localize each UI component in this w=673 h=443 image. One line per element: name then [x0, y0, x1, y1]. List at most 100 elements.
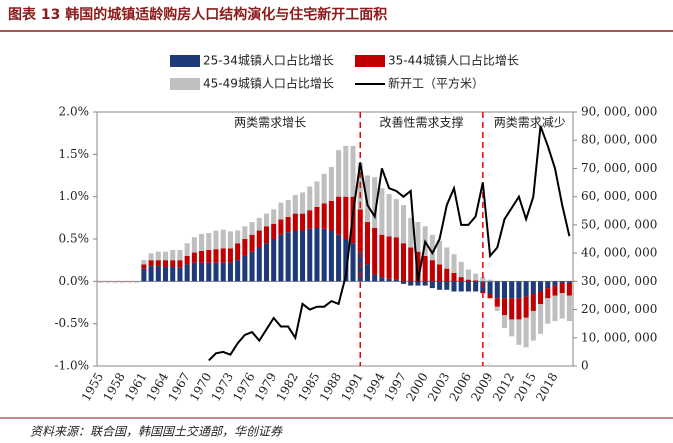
- bar-segment: [119, 281, 125, 283]
- bar-segment: [386, 194, 392, 237]
- bar-segment: [451, 281, 457, 292]
- bar-segment: [566, 283, 572, 296]
- bar-segment: [249, 222, 255, 235]
- bar-segment: [509, 281, 515, 299]
- bar-segment: [263, 213, 270, 227]
- bar-segment: [220, 248, 226, 263]
- bar-segment: [552, 285, 558, 296]
- bar-segment: [177, 250, 183, 261]
- bar-segment: [184, 264, 190, 282]
- bar-segment: [538, 281, 544, 292]
- bar-segment: [285, 232, 291, 282]
- bar-segment: [538, 304, 544, 334]
- bar-segment: [213, 249, 219, 263]
- bar-segment: [487, 294, 493, 299]
- bar-segment: [199, 262, 205, 282]
- bar-segment: [307, 186, 313, 211]
- y-tick-label: 1.0%: [59, 189, 90, 203]
- annotation: 两类需求增长: [234, 116, 306, 130]
- bar-segment: [364, 175, 370, 223]
- y-tick-label: 0.5%: [59, 232, 90, 246]
- bar-segment: [473, 280, 479, 282]
- bar-segment: [530, 310, 536, 341]
- bar-segment: [249, 251, 255, 282]
- y2-tick-label: 60, 000, 000: [581, 189, 657, 203]
- bar-segment: [285, 216, 291, 233]
- bar-segment: [206, 262, 212, 282]
- bar-segment: [516, 298, 522, 320]
- bar-segment: [242, 239, 248, 256]
- bar-segment: [271, 239, 277, 282]
- bar-segment: [271, 209, 277, 224]
- bar-segment: [559, 281, 565, 284]
- bar-segment: [494, 281, 500, 299]
- bar-segment: [105, 281, 111, 283]
- bar-segment: [429, 281, 435, 289]
- bar-segment: [364, 264, 370, 282]
- bar-segment: [213, 262, 219, 282]
- bar-segment: [300, 213, 306, 231]
- bar-segment: [170, 250, 176, 261]
- bar-segment: [213, 230, 219, 250]
- legend-label: 45-49城镇人口占比增长: [203, 76, 334, 91]
- bar-segment: [501, 315, 508, 328]
- bar-segment: [559, 283, 565, 294]
- bar-segment: [220, 262, 226, 282]
- bar-segment: [379, 188, 385, 235]
- bar-segment: [516, 281, 522, 299]
- bar-segment: [566, 281, 572, 284]
- bar-segment: [184, 255, 190, 265]
- bar-segment: [220, 229, 226, 249]
- bar-segment: [393, 237, 399, 280]
- bar-segment: [98, 281, 104, 283]
- bar-segment: [408, 247, 414, 282]
- bar-segment: [206, 233, 212, 251]
- bar-segment: [328, 167, 334, 201]
- legend-swatch: [170, 55, 200, 67]
- bar-segment: [292, 213, 298, 231]
- bar-segment: [271, 223, 277, 239]
- bar-segment: [444, 281, 450, 290]
- bar-segment: [235, 260, 241, 282]
- bar-segment: [307, 228, 313, 282]
- bar-segment: [523, 281, 529, 297]
- bar-segment: [444, 247, 450, 269]
- bar-segment: [487, 281, 493, 295]
- bar-segment: [227, 248, 233, 263]
- bar-segment: [249, 234, 255, 252]
- bar-segment: [350, 145, 356, 197]
- bar-segment: [155, 251, 161, 261]
- annotation: 两类需求减少: [494, 116, 566, 130]
- bar-segment: [509, 298, 515, 320]
- bar-segment: [242, 255, 248, 282]
- bar-segment: [141, 264, 147, 269]
- bar-segment: [422, 255, 428, 282]
- y-tick-label: -1.0%: [54, 359, 89, 373]
- bar-segment: [148, 253, 154, 261]
- bar-segment: [422, 281, 428, 286]
- y2-tick-label: 70, 000, 000: [581, 161, 657, 175]
- bar-segment: [451, 272, 457, 282]
- y2-tick-label: 30, 000, 000: [581, 274, 657, 288]
- bar-segment: [415, 281, 421, 286]
- chart-title: 图表 13 韩国的城镇适龄购房人口结构演化与住宅新开工面积: [8, 6, 387, 23]
- bar-segment: [408, 281, 414, 286]
- bar-segment: [278, 202, 284, 220]
- bar-segment: [473, 281, 479, 292]
- bar-segment: [400, 243, 407, 282]
- bar-segment: [350, 243, 356, 282]
- bar-segment: [328, 230, 334, 282]
- bar-segment: [451, 254, 457, 273]
- bar-segment: [400, 281, 407, 284]
- bar-segment: [516, 319, 522, 345]
- legend-swatch: [170, 78, 200, 90]
- bar-segment: [437, 281, 443, 290]
- bar-segment: [155, 266, 161, 282]
- bar-segment: [465, 279, 471, 282]
- bar-segment: [314, 227, 320, 282]
- bar-segment: [170, 266, 176, 282]
- bar-segment: [336, 196, 342, 235]
- bar-segment: [321, 228, 327, 282]
- y2-tick-label: 80, 000, 000: [581, 133, 657, 147]
